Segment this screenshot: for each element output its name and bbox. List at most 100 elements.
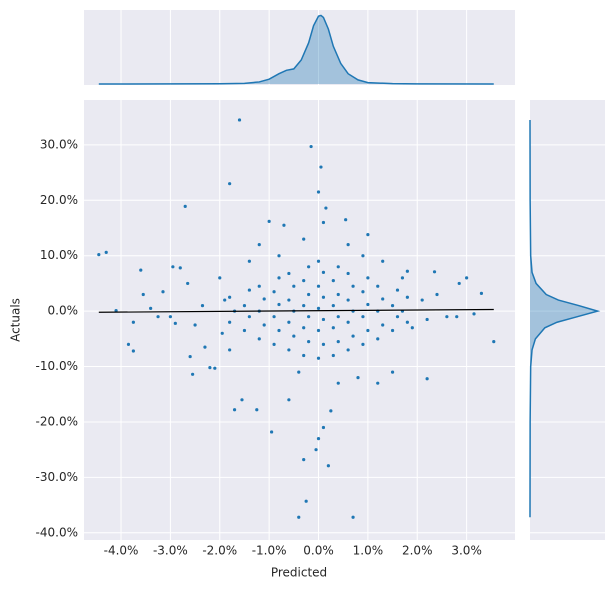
scatter-point <box>272 290 276 294</box>
scatter-point <box>131 320 135 324</box>
scatter-point <box>316 356 321 360</box>
scatter-point <box>292 284 296 288</box>
scatter-point <box>156 315 160 319</box>
scatter-point <box>425 317 429 322</box>
scatter-point <box>346 298 350 302</box>
scatter-point <box>228 182 232 186</box>
kde-area <box>98 15 494 84</box>
scatter-point <box>139 268 143 272</box>
scatter-point <box>302 237 306 241</box>
scatter-point <box>472 312 476 316</box>
grid <box>84 10 605 540</box>
scatter-point <box>410 326 414 330</box>
top-margin-axes <box>84 10 515 85</box>
scatter-point <box>277 254 281 258</box>
scatter-point <box>307 265 311 269</box>
y-tick-label: 0.0% <box>48 304 79 318</box>
scatter-point <box>297 370 301 374</box>
scatter-point <box>173 321 177 325</box>
scatter-point <box>287 271 291 276</box>
scatter-point <box>297 515 301 519</box>
scatter-point <box>319 165 323 169</box>
scatter-point <box>277 276 281 280</box>
scatter-point <box>242 303 247 308</box>
scatter-point <box>356 376 360 380</box>
scatter-point <box>255 408 259 412</box>
scatter-point <box>376 337 380 341</box>
y-tick-label: 20.0% <box>40 193 78 207</box>
scatter-point <box>455 315 459 319</box>
scatter-point <box>366 233 370 237</box>
scatter-point <box>351 334 355 338</box>
scatter-point <box>191 372 195 376</box>
scatter-point <box>316 328 321 333</box>
scatter-point <box>435 292 439 297</box>
scatter-point <box>228 295 232 299</box>
scatter-point <box>304 499 308 503</box>
scatter-point <box>316 259 321 263</box>
scatter-point <box>272 315 276 319</box>
y-tick-label: -40.0% <box>36 525 78 539</box>
scatter-point <box>213 366 217 370</box>
scatter-point <box>457 281 461 286</box>
scatter-point <box>302 279 306 283</box>
scatter-point <box>395 315 400 319</box>
scatter-point <box>425 377 429 381</box>
scatter-point <box>361 315 365 319</box>
scatter-point <box>314 448 318 452</box>
scatter-point <box>395 288 400 292</box>
scatter-point <box>381 323 385 327</box>
y-tick-label: -30.0% <box>36 470 78 484</box>
scatter-point <box>405 320 409 324</box>
scatter-point <box>479 291 484 296</box>
scatter-point <box>321 220 326 225</box>
scatter-point <box>432 270 437 274</box>
scatter-point <box>302 458 306 462</box>
scatter-point <box>292 334 296 338</box>
scatter-point <box>97 253 101 257</box>
scatter-point <box>361 254 365 258</box>
scatter-point <box>168 315 172 319</box>
y-axis-label: Actuals <box>9 298 23 342</box>
scatter-point <box>237 118 242 122</box>
scatter-point <box>316 284 321 288</box>
scatter-point <box>465 276 469 280</box>
scatter-point <box>104 250 108 254</box>
scatter-point <box>287 398 291 402</box>
scatter-point <box>287 298 291 302</box>
scatter-point <box>316 306 321 310</box>
scatter-point <box>262 323 266 327</box>
scatter-point <box>390 303 395 308</box>
marks <box>97 118 496 519</box>
scatter-point <box>405 295 409 299</box>
kde-line <box>529 119 601 518</box>
scatter-point <box>247 315 251 319</box>
scatter-point <box>307 292 311 297</box>
kde-line <box>98 14 494 85</box>
scatter-point <box>131 349 135 353</box>
scatter-point <box>220 331 224 335</box>
scatter-point <box>420 298 424 302</box>
x-tick-label: 1.0% <box>353 544 384 558</box>
scatter-point <box>336 381 340 385</box>
scatter-point <box>376 381 380 385</box>
scatter-point <box>272 342 276 346</box>
scatter-point <box>331 353 335 358</box>
y-tick-label: -20.0% <box>36 414 78 428</box>
scatter-point <box>405 269 409 273</box>
scatter-point <box>178 266 182 270</box>
scatter-point <box>287 348 291 352</box>
main-axes <box>84 100 515 540</box>
scatter-point <box>361 290 365 294</box>
scatter-point <box>307 340 311 344</box>
scatter-point <box>302 326 306 330</box>
scatter-point <box>376 284 380 288</box>
scatter-point <box>171 265 175 269</box>
scatter-point <box>277 328 281 333</box>
x-tick-label: 0.0% <box>303 544 334 558</box>
scatter-point <box>309 144 313 149</box>
scatter-point <box>228 348 232 352</box>
x-axis-label: Predicted <box>271 566 327 580</box>
scatter-point <box>203 345 207 349</box>
